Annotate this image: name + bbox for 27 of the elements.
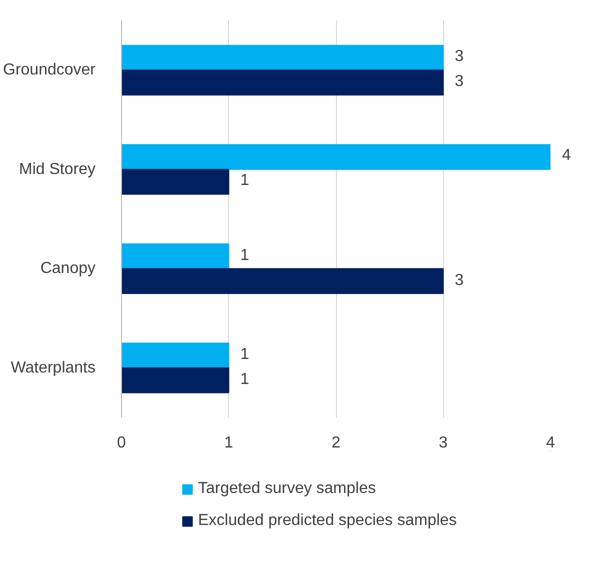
y-tick-label: Groundcover xyxy=(3,62,96,79)
x-tick-label: 1 xyxy=(224,434,234,452)
y-tick-label: Waterplants xyxy=(10,359,96,376)
data-label: 3 xyxy=(454,48,464,66)
x-tick-label: 2 xyxy=(332,434,341,452)
bar xyxy=(122,144,550,170)
bar xyxy=(122,367,230,394)
x-tick-label: 3 xyxy=(438,434,448,452)
x-tick-label: 0 xyxy=(117,434,126,452)
x-tick-label: 4 xyxy=(546,434,556,452)
bar xyxy=(122,342,230,368)
y-tick-label: Canopy xyxy=(40,260,96,278)
data-label: 1 xyxy=(240,172,250,190)
legend-label: Excluded predicted species samples xyxy=(198,512,457,530)
data-label: 3 xyxy=(454,272,464,290)
bar xyxy=(122,44,444,71)
data-label: 1 xyxy=(240,346,250,364)
y-tick-label: Mid Storey xyxy=(19,160,96,178)
data-label: 3 xyxy=(454,73,464,92)
bar xyxy=(122,243,230,270)
bar xyxy=(122,168,230,195)
data-label: 1 xyxy=(240,370,250,389)
data-label: 1 xyxy=(240,246,250,265)
data-label: 4 xyxy=(562,147,571,166)
bar xyxy=(122,70,444,96)
bar xyxy=(122,268,444,294)
legend-label: Targeted survey samples xyxy=(198,480,376,498)
